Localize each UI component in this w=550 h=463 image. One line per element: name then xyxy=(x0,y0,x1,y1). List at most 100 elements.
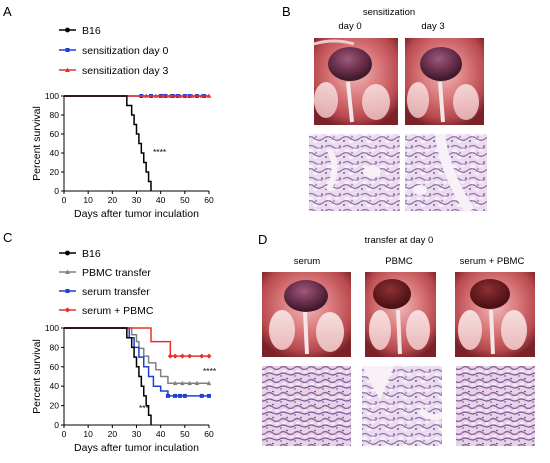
panel-label-b: B xyxy=(282,4,291,19)
censor-mark xyxy=(199,93,205,98)
survival-curve xyxy=(64,95,152,191)
y-tick-label: 60 xyxy=(50,362,60,372)
panel-d-column-pbmc: PBMC xyxy=(385,256,413,267)
legend-label: PBMC transfer xyxy=(82,267,151,279)
censor-mark xyxy=(207,393,211,398)
censor-mark xyxy=(160,93,166,98)
x-tick-label: 50 xyxy=(180,429,190,439)
legend-item-serum-plus-pbmc: serum + PBMC xyxy=(59,305,154,317)
panel-d-histology-serum-pbmc xyxy=(456,366,535,446)
censor-mark xyxy=(206,380,212,386)
censor-mark xyxy=(168,93,173,98)
censor-mark xyxy=(187,380,192,386)
legend-label: serum + PBMC xyxy=(82,305,154,317)
y-tick-label: 80 xyxy=(50,342,60,352)
legend-label: B16 xyxy=(82,25,101,37)
censor-mark xyxy=(194,380,200,386)
panel-b-column-day-0: day 0 xyxy=(338,21,361,32)
x-tick-label: 50 xyxy=(180,195,190,205)
censor-mark xyxy=(177,93,183,98)
x-tick-label: 10 xyxy=(83,429,93,439)
y-tick-label: 60 xyxy=(50,129,60,139)
censor-mark xyxy=(199,353,205,359)
censor-mark xyxy=(187,353,193,359)
panel-label-d: D xyxy=(258,232,267,247)
x-tick-label: 30 xyxy=(132,195,142,205)
censor-mark xyxy=(173,393,178,398)
series-serum-pbmc xyxy=(64,327,212,359)
censor-mark xyxy=(167,353,173,359)
x-tick-label: 40 xyxy=(156,195,166,205)
panel-b-gross-photo-day-0 xyxy=(313,38,398,125)
panel-d-histology-pbmc xyxy=(362,366,443,446)
censor-mark xyxy=(189,93,195,98)
censor-mark xyxy=(206,353,212,359)
y-tick-label: 20 xyxy=(50,167,60,177)
censor-mark xyxy=(199,393,204,398)
x-tick-label: 60 xyxy=(204,429,214,439)
y-axis-label: Percent survival xyxy=(31,339,43,414)
y-tick-label: 40 xyxy=(50,381,60,391)
panel-d-column-serum: serum xyxy=(294,256,320,267)
x-tick-label: 10 xyxy=(83,195,93,205)
series-b16 xyxy=(64,95,152,191)
y-tick-label: 40 xyxy=(50,148,60,158)
censor-mark xyxy=(153,93,159,98)
panel-b-histology-day-0 xyxy=(309,134,400,211)
x-tick-label: 20 xyxy=(108,195,118,205)
series-serum-transfer xyxy=(64,327,211,398)
panel-c-survival-chart: 0 20 40 60 80 100 0 10 20 30 40 50 60 Days after tumo… xyxy=(31,323,214,454)
panel-d-gross-photo-serum-pbmc xyxy=(455,272,535,357)
y-tick-label: 100 xyxy=(45,91,59,101)
censor-mark xyxy=(206,93,212,98)
legend-label: sensitization day 0 xyxy=(82,45,169,57)
x-axis-label: Days after tumor inculation xyxy=(74,442,199,454)
panel-a-survival-chart: 0 20 40 60 80 100 0 10 20 30 40 50 60 Days after tumo… xyxy=(31,91,214,220)
censor-mark xyxy=(165,393,170,398)
censor-mark xyxy=(172,380,178,386)
x-tick-label: 20 xyxy=(108,429,118,439)
panel-b-column-day-3: day 3 xyxy=(421,21,444,32)
panel-d-column-serum-pbmc: serum + PBMC xyxy=(460,256,525,267)
series-pbmc-transfer xyxy=(64,327,212,386)
y-tick-label: 20 xyxy=(50,401,60,411)
legend-label: B16 xyxy=(82,248,101,260)
panel-d-title: transfer at day 0 xyxy=(365,235,434,246)
censor-mark xyxy=(180,380,185,386)
series-b16 xyxy=(64,327,152,425)
legend-label: serum transfer xyxy=(82,286,150,298)
panel-d-gross-photo-serum xyxy=(262,272,351,357)
legend-item-sensitization-day-0: sensitization day 0 xyxy=(59,45,169,57)
panel-a-legend: B16 sensitization day 0 sensitization da… xyxy=(59,25,169,77)
censor-mark xyxy=(182,393,187,398)
censor-mark xyxy=(178,393,182,398)
panel-c-legend: B16 PBMC transfer serum transfer serum +… xyxy=(59,248,154,317)
x-tick-label: 0 xyxy=(62,195,67,205)
x-axis-label: Days after tumor inculation xyxy=(74,208,199,220)
panel-a-significance: **** xyxy=(153,147,167,157)
y-tick-label: 0 xyxy=(54,186,59,196)
panel-b-title: sensitization xyxy=(363,7,415,18)
y-tick-label: 100 xyxy=(45,323,59,333)
survival-curve xyxy=(64,327,209,397)
legend-item-b16: B16 xyxy=(59,248,101,260)
survival-curve xyxy=(64,327,152,425)
panel-b-gross-photo-day-3 xyxy=(405,38,484,125)
panel-b-histology-day-3 xyxy=(405,133,487,214)
censor-mark xyxy=(143,93,149,98)
legend-item-pbmc-transfer: PBMC transfer xyxy=(59,267,151,279)
y-tick-label: 80 xyxy=(50,110,60,120)
survival-curve xyxy=(64,327,209,385)
legend-item-sensitization-day-3: sensitization day 3 xyxy=(59,65,169,77)
legend-label: sensitization day 3 xyxy=(82,65,169,77)
x-tick-label: 0 xyxy=(62,429,67,439)
x-tick-label: 30 xyxy=(132,429,142,439)
panel-d-gross-photo-pbmc xyxy=(365,272,436,357)
censor-mark xyxy=(179,353,185,359)
legend-item-b16: B16 xyxy=(59,25,101,37)
x-tick-label: 60 xyxy=(204,195,214,205)
y-axis-label: Percent survival xyxy=(31,106,43,181)
panel-c-significance-bottom: *** xyxy=(139,403,150,413)
